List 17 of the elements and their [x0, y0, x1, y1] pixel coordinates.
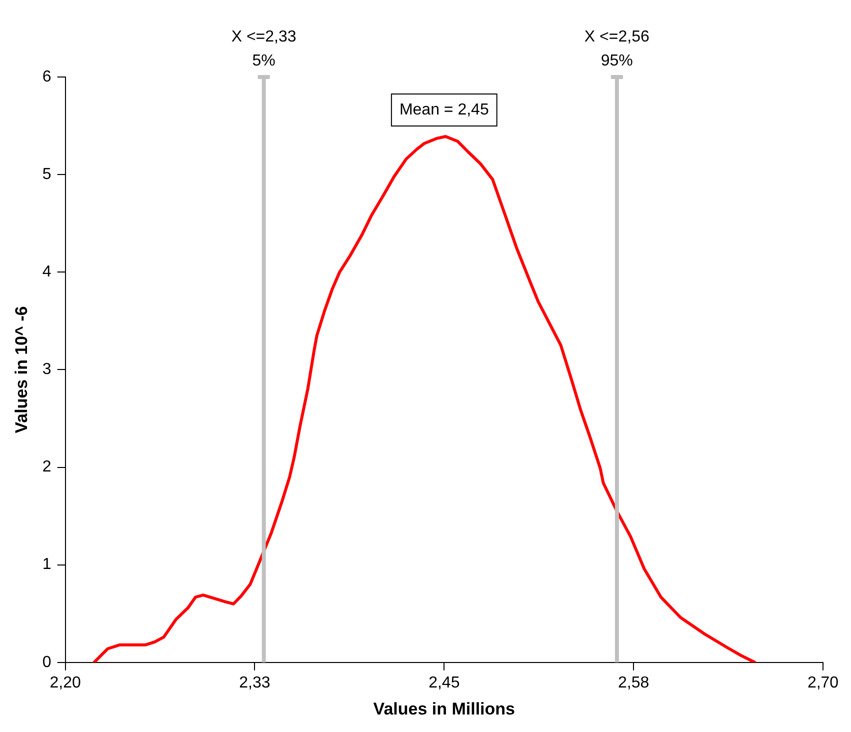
y-tick-label: 2 — [42, 458, 52, 476]
x-tick-label: 2,20 — [50, 674, 81, 692]
y-tick-label: 6 — [42, 68, 52, 86]
x-tick-label: 2,70 — [807, 674, 839, 692]
y-tick-label: 0 — [42, 654, 52, 671]
x-tick-label: 2,45 — [428, 674, 460, 692]
x-axis-title: Values in Millions — [373, 699, 515, 718]
ref-line-label: X <=2,56 95% — [584, 28, 650, 70]
y-tick-label: 4 — [42, 264, 52, 281]
y-tick-label: 1 — [42, 556, 52, 574]
y-axis-title: Values in 10^ -6 — [12, 306, 31, 434]
y-tick-label: 5 — [42, 166, 52, 183]
x-tick-label: 2,33 — [239, 674, 270, 692]
ref-line-label: X <=2,33 5% — [231, 28, 296, 70]
annotation: Mean = 2,45 — [399, 101, 489, 118]
x-tick-label: 2,58 — [618, 674, 650, 692]
y-tick-label: 3 — [42, 361, 52, 378]
